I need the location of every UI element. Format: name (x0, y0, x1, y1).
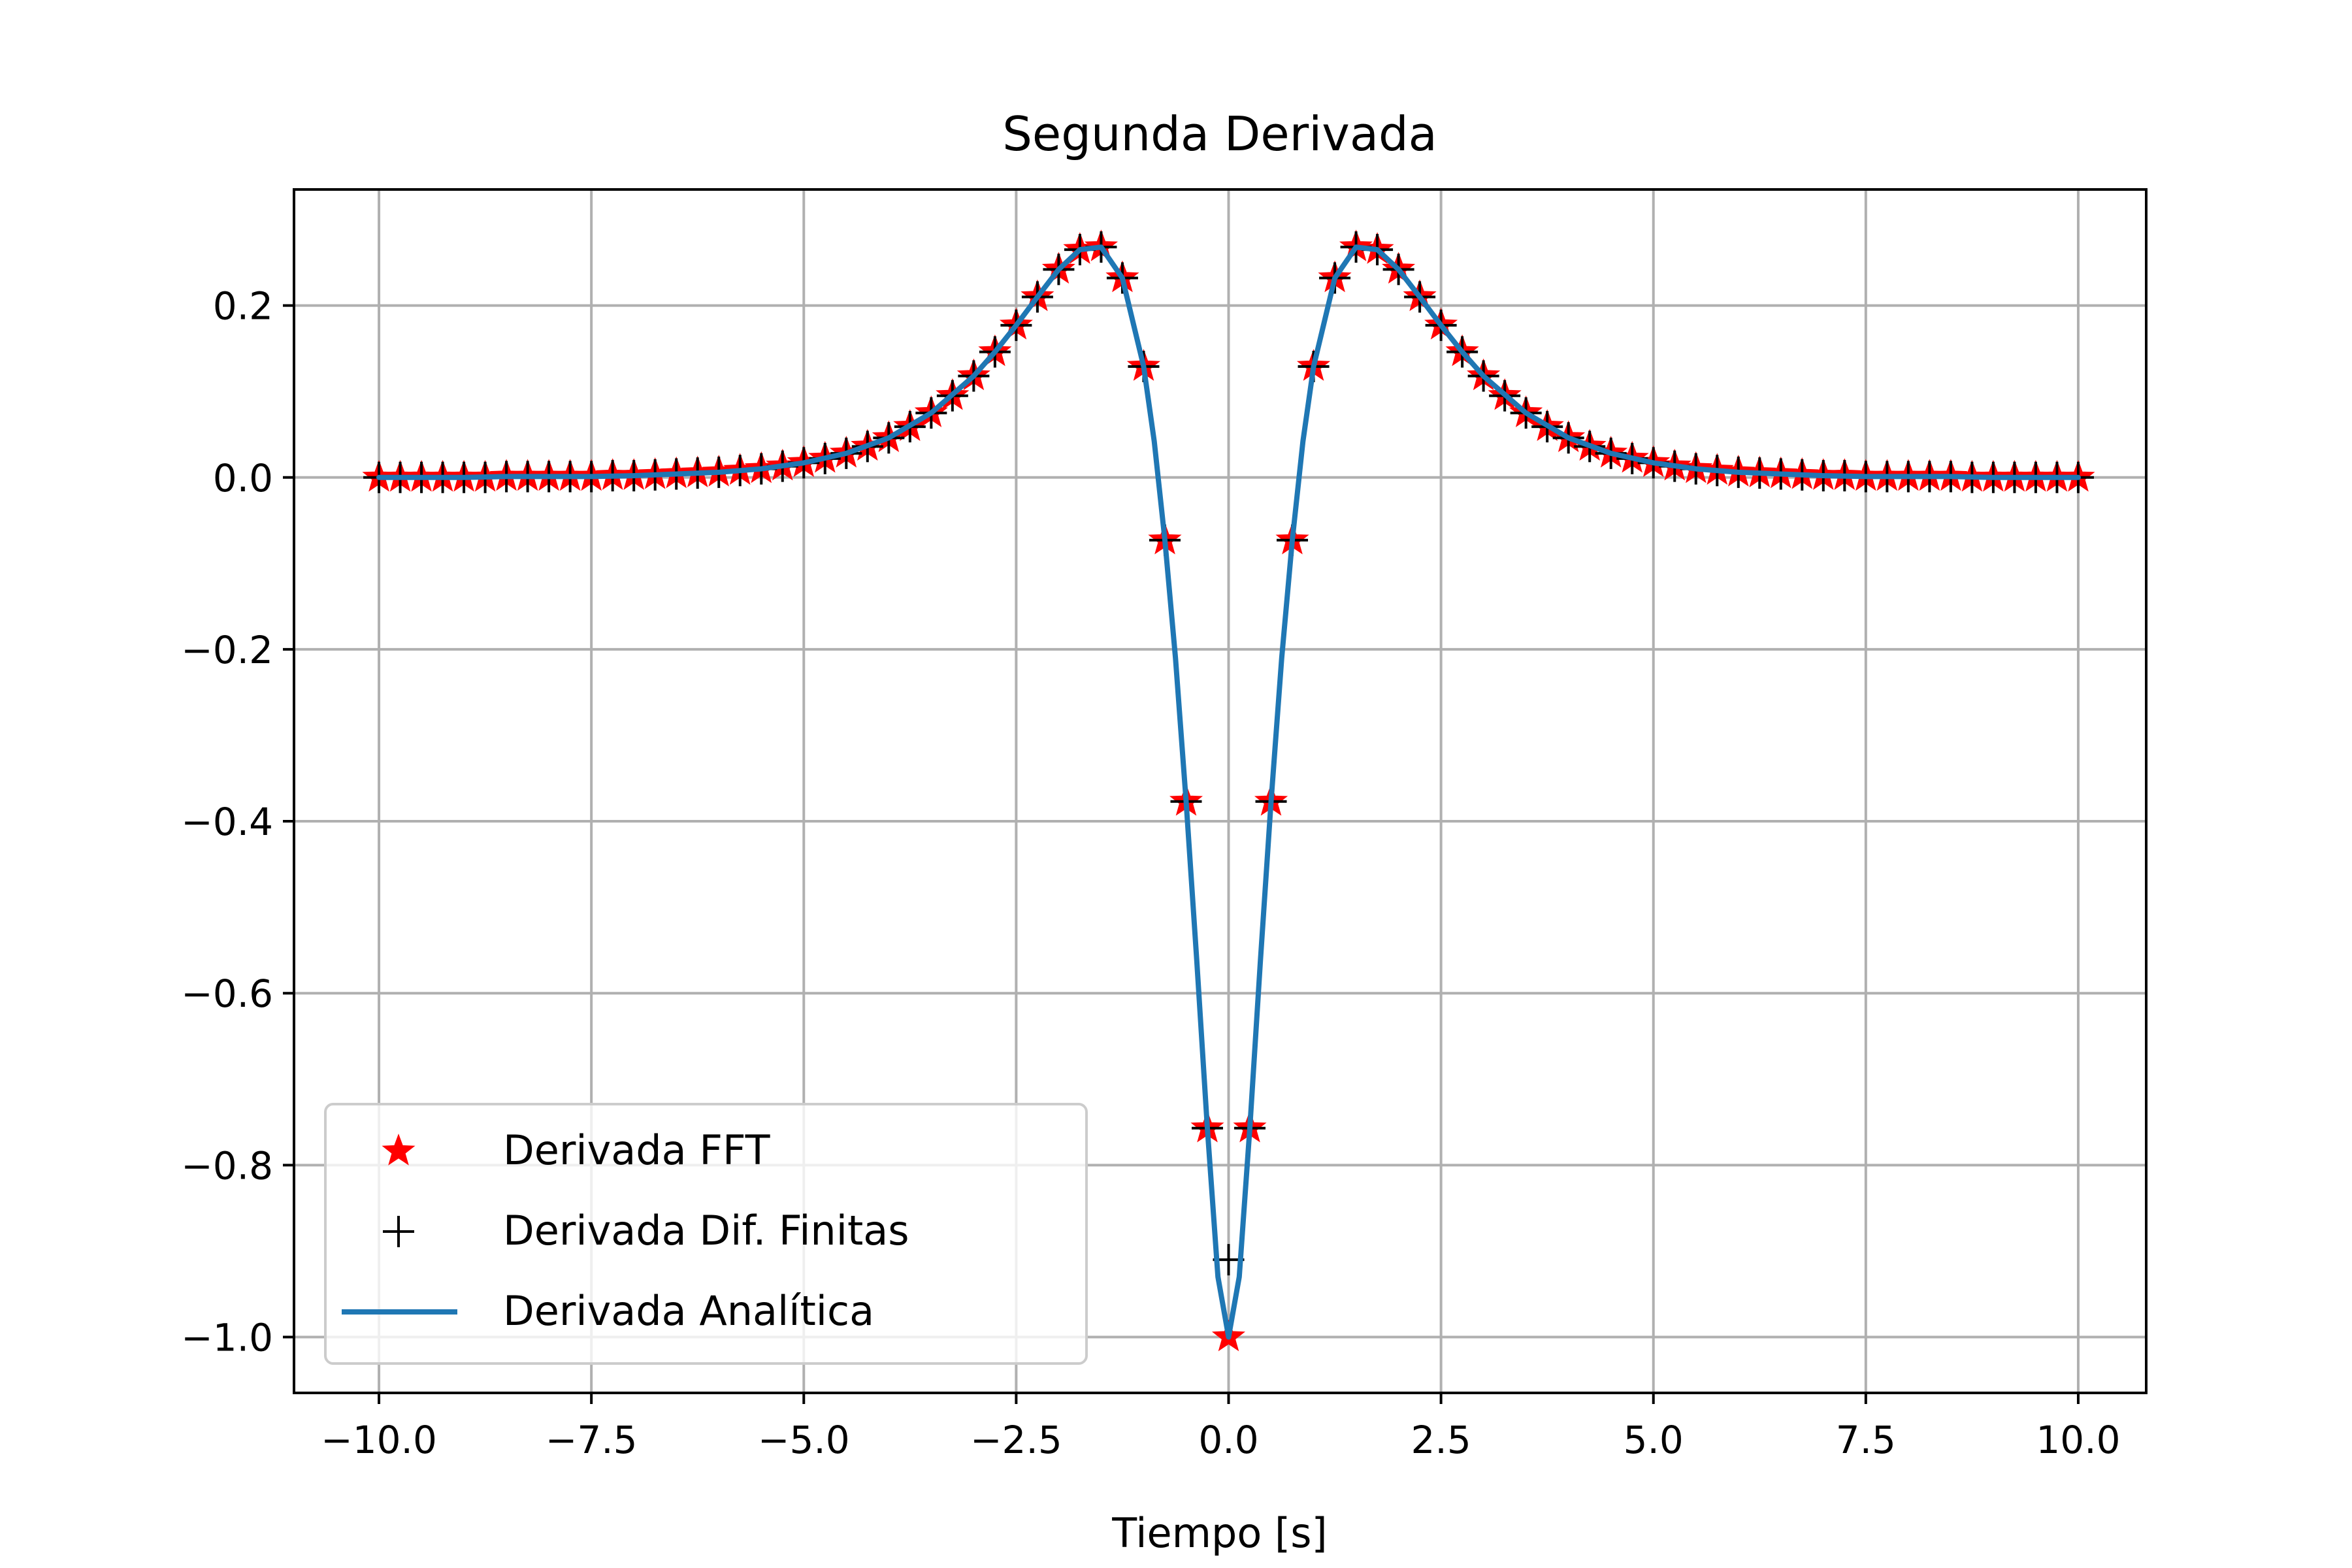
x-tick-label: 0.0 (1198, 1418, 1258, 1462)
plot-series (362, 229, 2095, 1352)
x-tick-label: −2.5 (970, 1418, 1062, 1462)
y-tick-label: 0.2 (213, 284, 273, 329)
legend-label-fft: Derivada FFT (503, 1126, 771, 1174)
legend-star-icon (382, 1134, 416, 1166)
x-tick-label: −5.0 (758, 1418, 850, 1462)
x-tick-label: 7.5 (1836, 1418, 1896, 1462)
legend-plus-icon (383, 1216, 414, 1247)
legend-label-dif-finitas: Derivada Dif. Finitas (503, 1207, 909, 1254)
x-axis-label: Tiempo [s] (1111, 1509, 1327, 1557)
legend-label-analitica: Derivada Analítica (503, 1287, 874, 1335)
ticks: −10.0 −7.5 −5.0 −2.5 0.0 2.5 5.0 7.5 10.0 0.2 0.0 −… (181, 284, 2120, 1462)
y-tick-label: −1.0 (181, 1315, 273, 1360)
chart-title: Segunda Derivada (1002, 106, 1437, 161)
y-tick-label: −0.6 (181, 972, 273, 1016)
legend: Derivada FFT Derivada Dif. Finitas Deriv… (324, 1103, 1088, 1365)
x-tick-label: −7.5 (546, 1418, 638, 1462)
legend-box (324, 1103, 1088, 1365)
analitica-line (376, 244, 2081, 1340)
axes-frame (293, 188, 2148, 1394)
y-tick-label: −0.2 (181, 628, 273, 672)
y-tick-label: −0.4 (181, 800, 273, 844)
x-tick-label: 5.0 (1624, 1418, 1684, 1462)
y-tick-label: −0.8 (181, 1143, 273, 1188)
x-tick-label: 10.0 (2036, 1418, 2120, 1462)
x-tick-label: 2.5 (1411, 1418, 1471, 1462)
legend-markers (342, 1134, 457, 1315)
x-tick-label: −10.0 (321, 1418, 437, 1462)
y-tick-label: 0.0 (213, 456, 273, 500)
